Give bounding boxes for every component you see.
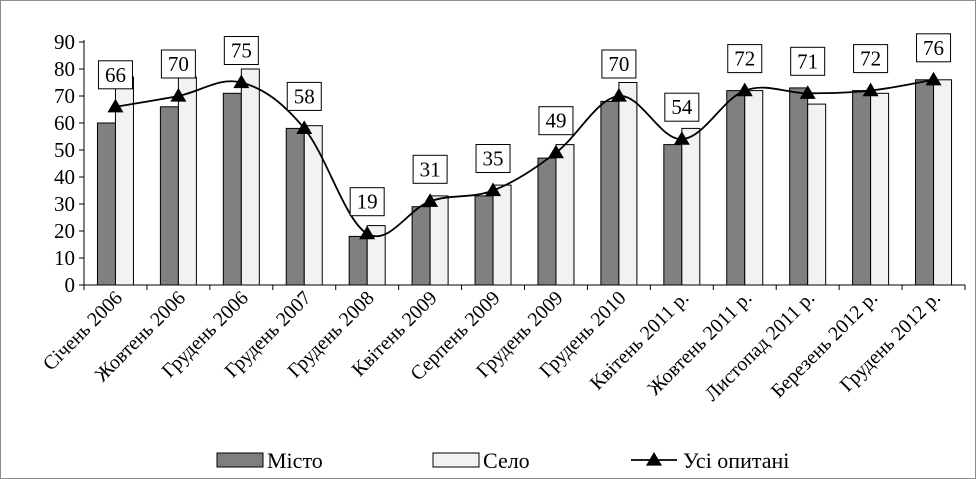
bar-village [177, 76, 197, 286]
line-point-triangle [107, 98, 124, 113]
bar-city [96, 122, 116, 286]
y-tick-label: 0 [65, 273, 76, 297]
data-label: 19 [357, 190, 378, 214]
bar-city [159, 106, 179, 286]
bar-village [681, 127, 701, 286]
bar-city [852, 90, 872, 286]
bar-village [303, 125, 323, 286]
data-label-box [790, 46, 826, 76]
y-tick-label: 40 [54, 165, 75, 189]
data-label-box [97, 60, 133, 90]
line-point-triangle [547, 144, 564, 159]
legend-swatch [432, 452, 480, 468]
line-point-triangle [799, 85, 816, 99]
bar-village [870, 92, 890, 286]
bar-city [348, 235, 368, 286]
bar-village [492, 184, 512, 286]
line-point-triangle [925, 71, 942, 86]
legend-label: Усі опитані [683, 448, 789, 473]
bar-city [726, 90, 746, 286]
data-label: 58 [294, 84, 315, 108]
y-tick-label: 10 [54, 246, 75, 270]
data-label: 76 [923, 36, 944, 60]
line-point-triangle [170, 88, 187, 102]
data-label-box [916, 33, 952, 63]
bar-city [285, 127, 305, 286]
bar-village [933, 79, 953, 286]
data-label: 66 [105, 63, 126, 87]
line-point-triangle [233, 74, 250, 89]
bar-city [222, 92, 242, 286]
bar-city [663, 144, 683, 286]
x-tick-label: Листопад 2011 р. [701, 287, 820, 406]
data-label: 31 [420, 157, 441, 181]
line-point-triangle [296, 120, 313, 134]
data-label: 70 [168, 52, 189, 76]
data-label: 70 [608, 52, 629, 76]
line-point-triangle [862, 82, 879, 97]
bar-city [411, 206, 431, 286]
data-label: 54 [671, 95, 693, 119]
data-label-box [349, 187, 385, 217]
bar-city [537, 157, 557, 286]
y-tick-label: 20 [54, 219, 75, 243]
data-label-box [223, 36, 259, 65]
bar-village [618, 82, 638, 286]
legend-triangle-marker [646, 452, 662, 466]
data-label: 49 [545, 109, 566, 133]
y-tick-label: 30 [54, 192, 75, 216]
x-tick-label: Березень 2012 р. [767, 287, 882, 402]
bar-village [807, 103, 827, 286]
data-label: 35 [483, 147, 504, 171]
line-layer [107, 71, 942, 240]
y-tick-label: 50 [54, 138, 75, 162]
y-tick-label: 90 [54, 30, 75, 54]
y-tick-label: 70 [54, 84, 75, 108]
data-label-box [538, 106, 574, 136]
data-label: 71 [797, 49, 818, 73]
y-tick-label: 80 [54, 57, 75, 81]
bar-city [600, 100, 620, 286]
labels-layer: 66 70 75 58 19 31 35 49 70 54 72 71 72 76 [97, 33, 952, 217]
data-label-box [160, 49, 196, 79]
bars-layer [96, 68, 953, 286]
legend-label: Місто [267, 448, 323, 473]
bar-city [789, 87, 809, 286]
legend-swatch [216, 452, 264, 468]
data-label: 72 [734, 47, 755, 71]
data-label-box [475, 144, 511, 173]
bar-village [744, 90, 764, 286]
bar-village [429, 195, 449, 286]
data-label-box [286, 81, 322, 111]
bar-city [915, 79, 935, 286]
data-label-box [412, 154, 448, 184]
data-label-box [601, 49, 637, 79]
line-series-all [115, 78, 934, 237]
line-point-triangle [673, 131, 690, 145]
data-label-box [727, 44, 763, 74]
data-label-box [853, 44, 889, 74]
line-point-triangle [422, 193, 439, 207]
legend-layer: Місто Село Усі опитані [216, 448, 789, 473]
bar-city [474, 195, 494, 286]
legend-label: Село [483, 448, 530, 473]
line-point-triangle [736, 82, 753, 97]
data-label: 75 [231, 39, 252, 63]
line-point-triangle [485, 182, 502, 197]
data-label-box [664, 92, 700, 122]
y-tick-label: 60 [54, 111, 75, 135]
line-point-triangle [359, 225, 376, 240]
line-point-triangle [610, 88, 627, 102]
bar-village [555, 144, 575, 286]
data-label: 72 [860, 47, 881, 71]
bar-village [240, 68, 260, 286]
